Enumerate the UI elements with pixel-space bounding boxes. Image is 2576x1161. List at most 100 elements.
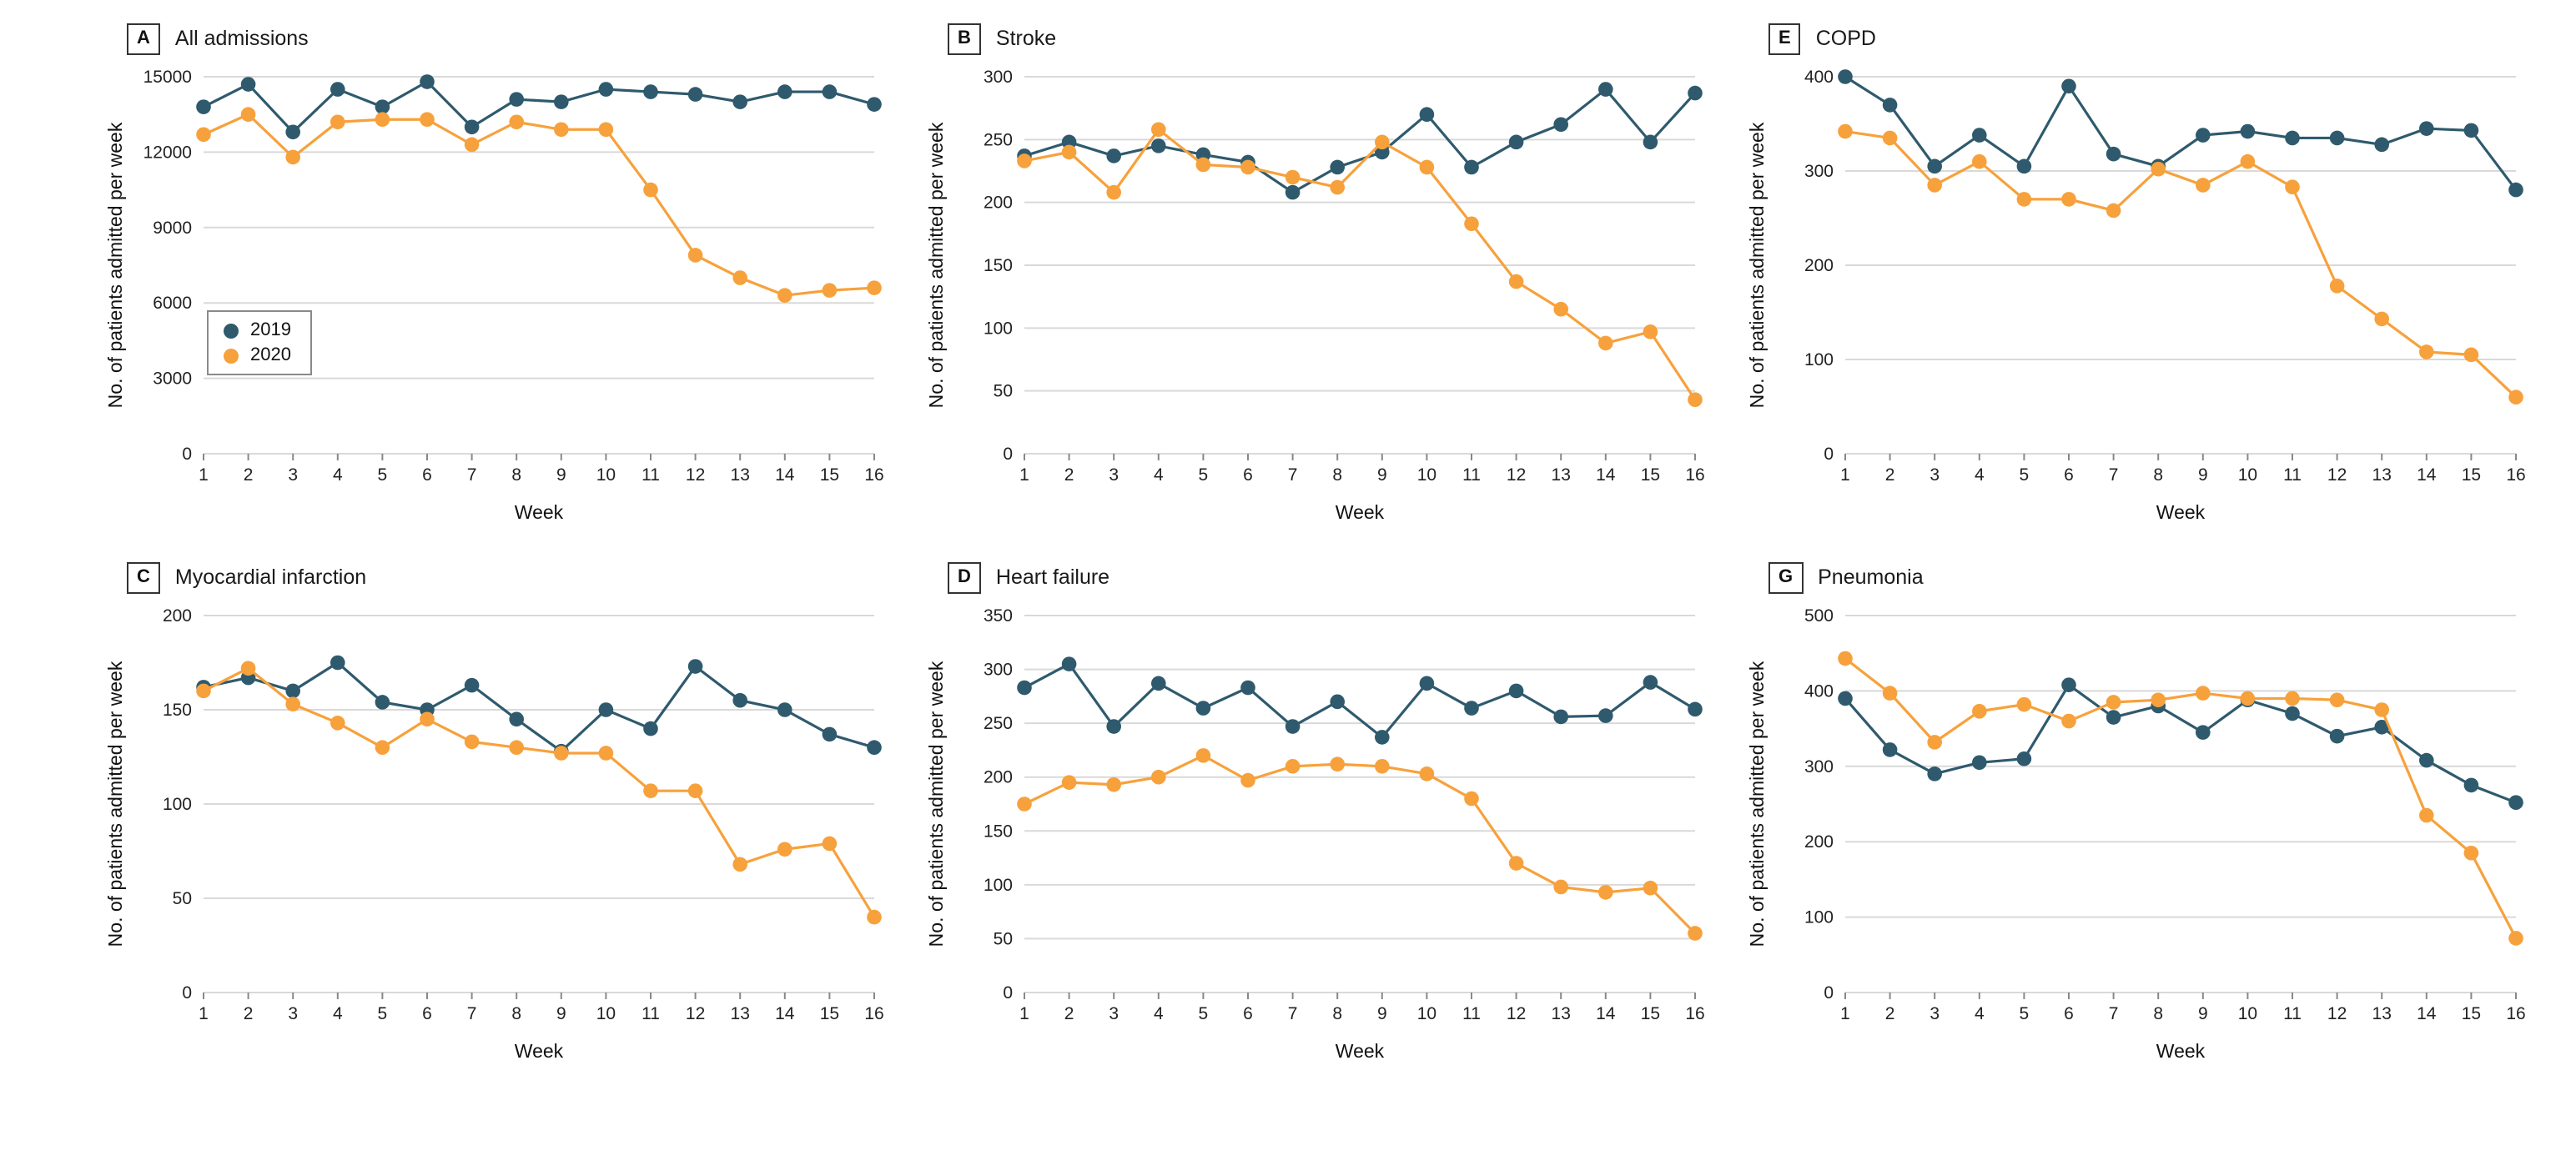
- data-point-2019: [1285, 184, 1301, 200]
- data-point-2019: [2374, 137, 2389, 153]
- data-point-2020: [2419, 807, 2434, 823]
- data-point-2020: [687, 248, 703, 263]
- data-point-2019: [1508, 683, 1524, 699]
- data-point-2019: [1240, 680, 1255, 696]
- x-tick-label: 13: [2372, 1004, 2392, 1023]
- data-point-2020: [1927, 178, 1942, 193]
- data-point-2020: [732, 857, 747, 872]
- x-tick-label: 16: [2506, 1004, 2525, 1023]
- x-tick-label: 12: [686, 465, 705, 485]
- y-tick-label: 400: [1804, 68, 1834, 87]
- data-point-2020: [509, 114, 524, 130]
- data-point-2019: [1643, 675, 1658, 690]
- data-point-2019: [2285, 130, 2300, 146]
- x-tick-label: 2: [244, 1004, 254, 1023]
- data-point-2020: [867, 280, 882, 295]
- data-point-2019: [1972, 128, 1987, 143]
- data-point-2020: [1882, 686, 1898, 701]
- y-axis-label: No. of patients admitted per week: [925, 122, 947, 408]
- x-axis-label: Week: [515, 501, 564, 523]
- data-point-2020: [285, 696, 300, 712]
- data-point-2020: [1106, 184, 1121, 200]
- legend-dot-icon: [224, 348, 239, 363]
- series-line-2020: [203, 666, 876, 918]
- y-tick-label: 50: [994, 382, 1013, 401]
- x-tick-label: 4: [1975, 1004, 1985, 1023]
- chart-panel-C: C Myocardial infarction 0 50 100 150 200 1 2 3 4 5 6…: [100, 559, 898, 1078]
- data-point-2019: [2463, 777, 2479, 793]
- x-tick-label: 6: [2064, 1004, 2074, 1023]
- x-tick-label: 6: [422, 465, 432, 485]
- data-point-2019: [1375, 144, 1390, 160]
- y-tick-label: 100: [1804, 350, 1834, 369]
- chart-panel-A: A All admissions 0 3000 6000 9000 12000 15000 1 2…: [100, 20, 898, 539]
- y-tick-label: 0: [182, 445, 192, 464]
- x-tick-label: 15: [1641, 465, 1660, 485]
- data-point-2020: [1882, 130, 1898, 146]
- series-line-2019: [1024, 662, 1696, 740]
- x-axis-label: Week: [2156, 1040, 2206, 1062]
- panel-letter: G: [1768, 561, 1804, 593]
- series-line-2020: [203, 113, 875, 297]
- x-tick-label: 4: [1154, 1004, 1164, 1023]
- x-tick-label: 5: [2020, 1004, 2030, 1023]
- x-tick-label: 6: [2064, 465, 2074, 485]
- x-tick-label: 10: [1417, 1004, 1436, 1023]
- data-point-2020: [1375, 759, 1390, 774]
- data-point-2020: [196, 127, 211, 143]
- series-line-2019: [1844, 75, 2518, 191]
- data-point-2020: [1330, 179, 1345, 195]
- x-tick-label: 5: [1199, 465, 1209, 485]
- data-point-2019: [420, 74, 435, 89]
- data-point-2019: [1927, 158, 1942, 174]
- x-tick-label: 3: [1929, 465, 1940, 485]
- data-point-2019: [1017, 680, 1032, 696]
- x-tick-label: 12: [686, 1004, 705, 1023]
- x-tick-label: 9: [556, 1004, 566, 1023]
- data-point-2019: [598, 82, 614, 97]
- data-point-2019: [375, 695, 390, 710]
- x-tick-label: 10: [2238, 465, 2257, 485]
- data-point-2020: [240, 107, 256, 122]
- y-tick-label: 100: [163, 795, 192, 814]
- data-point-2020: [1838, 123, 1853, 139]
- data-point-2019: [687, 659, 703, 674]
- y-tick-label: 150: [984, 822, 1013, 841]
- y-tick-label: 200: [984, 194, 1013, 213]
- data-point-2020: [1464, 791, 1479, 807]
- data-point-2019: [464, 119, 480, 135]
- data-point-2020: [1285, 759, 1301, 774]
- x-tick-label: 4: [1154, 465, 1164, 485]
- y-tick-label: 200: [984, 768, 1013, 787]
- x-tick-label: 14: [2417, 465, 2437, 485]
- data-point-2020: [554, 746, 569, 761]
- x-tick-label: 2: [1064, 1004, 1074, 1023]
- data-point-2020: [687, 783, 703, 798]
- legend-label: 2020: [250, 345, 291, 365]
- data-point-2019: [777, 84, 792, 99]
- data-point-2020: [1508, 856, 1524, 871]
- data-point-2020: [2419, 344, 2434, 359]
- x-tick-label: 8: [511, 465, 521, 485]
- data-point-2019: [867, 97, 882, 112]
- data-point-2019: [1285, 719, 1301, 734]
- y-tick-label: 0: [1003, 983, 1013, 1003]
- y-tick-label: 150: [163, 701, 192, 720]
- y-tick-label: 300: [984, 68, 1013, 87]
- data-point-2020: [2463, 845, 2479, 861]
- x-tick-label: 2: [1885, 465, 1895, 485]
- x-tick-label: 1: [1840, 465, 1850, 485]
- data-point-2019: [643, 84, 658, 99]
- x-tick-label: 1: [1019, 1004, 1029, 1023]
- x-tick-label: 8: [1332, 1004, 1342, 1023]
- y-tick-label: 100: [984, 319, 1013, 338]
- data-point-2019: [822, 726, 838, 742]
- data-point-2020: [2508, 931, 2523, 946]
- data-point-2020: [1927, 735, 1942, 750]
- plot-area: 0 50 100 150 200 1 2 3 4 5 6 7 8 9 10 11 12 13 14 15 16 No. o…: [100, 599, 898, 1078]
- y-tick-label: 100: [984, 876, 1013, 895]
